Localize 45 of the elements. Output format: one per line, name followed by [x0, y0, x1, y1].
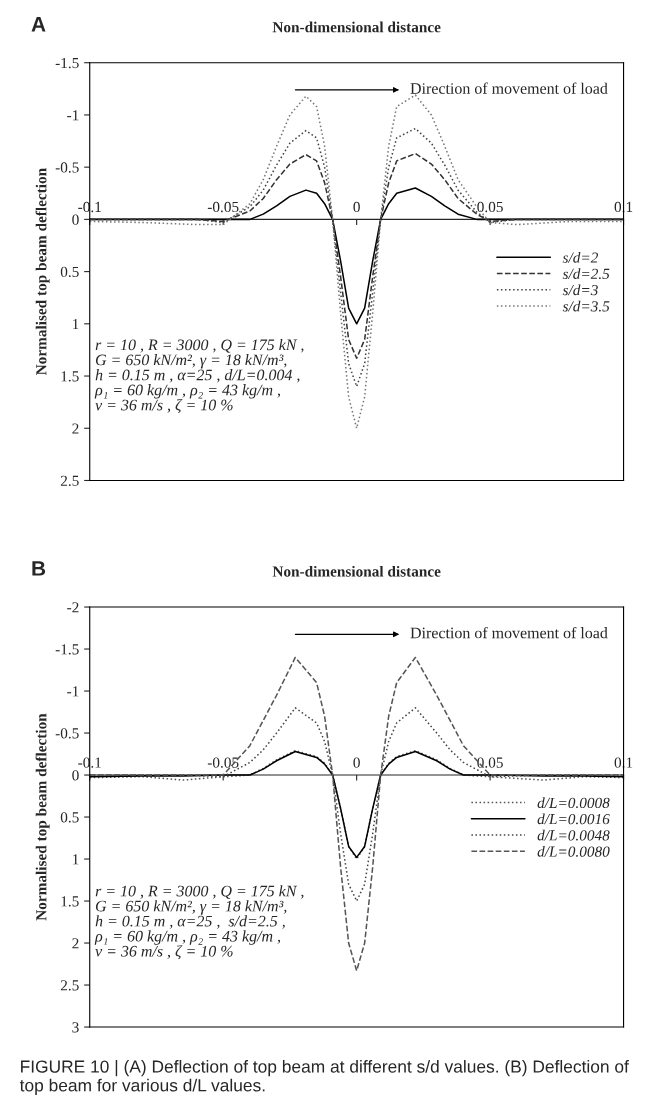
caption: FIGURE 10 | (A) Deflection of top beam at different s/d values. (B) Deflection of top beam for various d/L values. [19, 1059, 629, 1095]
y-tick-label: 0.5 [60, 266, 79, 278]
y-axis-title: Normalised top beam deflection [35, 168, 50, 376]
y-tick-label: 1.5 [61, 371, 79, 382]
y-tick-label: -1 [67, 110, 79, 121]
y-axis-title: Normalised top beam deflection [35, 713, 50, 921]
annotation: r = 10 , R = 3000 , Q = 175 kN , G = 650 kN/m², γ = 18 kN/m³, h = 0.15 m , α=25 , d/L=0.004 , ρ₁ = 60 kg/m , ρ₂ = 43 kg/m , v = 36 m/s , ζ = 10 % [94, 339, 304, 413]
chart-title: B [32, 561, 46, 576]
y-tick-label: -1.5 [55, 644, 79, 655]
x-axis-title: Non-dimensional distance [272, 565, 441, 577]
x-tick-label: -0.05 [207, 201, 239, 213]
x-axis-title: Non-dimensional distance [272, 21, 441, 33]
x-tick-label: 0 [353, 757, 360, 768]
y-tick-label: -0.5 [55, 728, 79, 739]
x-tick-label: -0.05 [207, 757, 239, 768]
legend-label: s/d=3 [562, 284, 598, 296]
legend-label: d/L=0.0048 [537, 829, 610, 841]
y-tick-label: 2 [72, 938, 79, 949]
annotation: r = 10 , R = 3000 , Q = 175 kN , G = 650 kN/m², γ = 18 kN/m³, h = 0.15 m , α=25 , s/d=2.5 , ρ₁ = 60 kg/m , ρ₂ = 43 kg/m , v = 36 m/s , ζ = 10 % [94, 885, 304, 960]
annotation: Direction of movement of load [410, 82, 608, 94]
legend-label: d/L=0.0008 [537, 797, 610, 809]
y-tick-label: -1 [67, 686, 79, 697]
legend-label: s/d=2.5 [562, 268, 610, 280]
y-tick-label: -2 [67, 602, 79, 613]
y-tick-label: 0.5 [60, 812, 79, 823]
x-tick-label: 0.05 [477, 757, 503, 768]
y-tick-label: 0 [72, 214, 79, 225]
x-tick-label: 0 [353, 201, 360, 213]
y-tick-label: 1.5 [61, 896, 79, 907]
legend-label: d/L=0.0016 [537, 813, 610, 825]
y-tick-label: 2.5 [60, 475, 79, 486]
y-tick-label: 0 [72, 770, 79, 781]
x-tick-label: 0.05 [477, 201, 503, 213]
legend-label: d/L=0.0080 [537, 846, 610, 857]
y-tick-label: 3 [72, 1022, 79, 1033]
y-tick-label: 2 [72, 423, 79, 434]
y-tick-label: 1 [73, 854, 79, 865]
legend-label: s/d=3.5 [562, 300, 610, 312]
annotation: Direction of movement of load [410, 626, 608, 639]
legend-label: s/d=2 [562, 252, 599, 263]
y-tick-label: -1.5 [55, 57, 79, 69]
chart-title: A [31, 17, 46, 32]
y-tick-label: 2.5 [60, 980, 79, 991]
y-tick-label: -0.5 [55, 162, 79, 173]
y-tick-label: 1 [73, 319, 79, 330]
